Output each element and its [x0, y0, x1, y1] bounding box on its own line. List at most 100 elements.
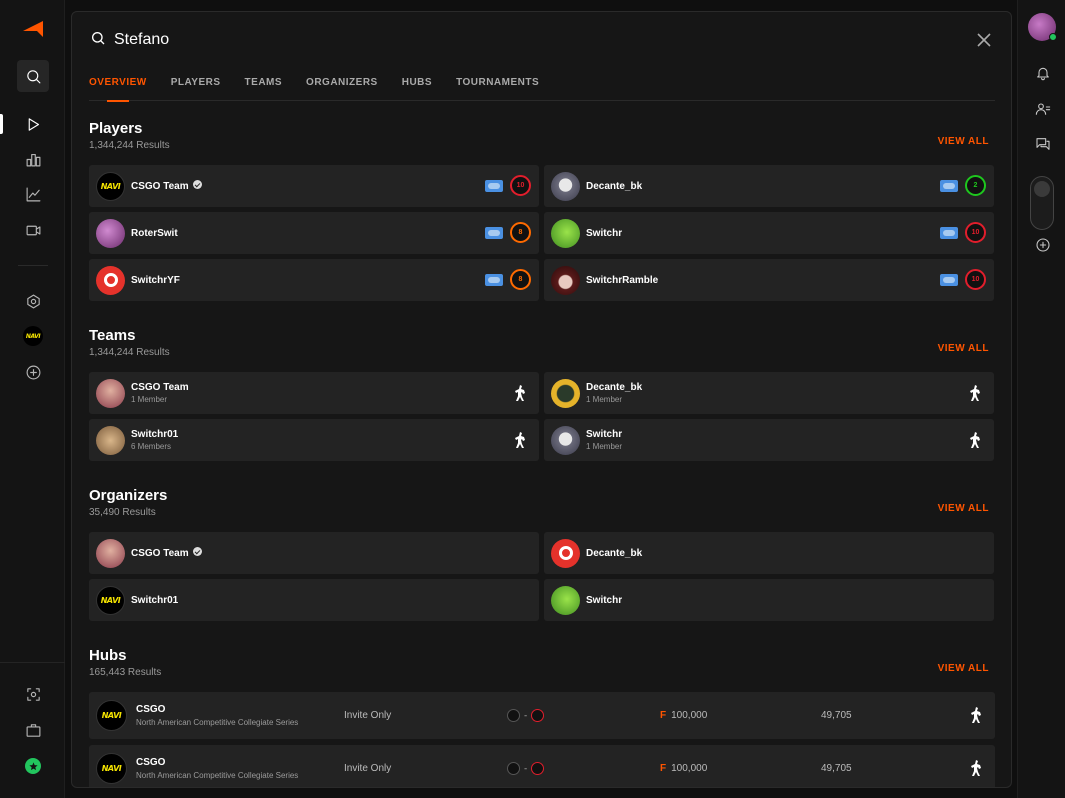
tab-teams[interactable]: TEAMS — [244, 77, 283, 88]
view-all-organizers-link[interactable]: VIEW ALL — [937, 503, 989, 514]
player-card[interactable]: SwitchrYF 8 — [89, 259, 539, 301]
team-navi-icon[interactable]: NAVI — [17, 320, 49, 352]
navi-logo: NAVI — [100, 181, 121, 191]
section-count: 1,344,244 Results — [89, 347, 170, 358]
organizer-card[interactable]: Switchr — [544, 579, 994, 621]
clubs-icon[interactable] — [17, 285, 49, 317]
hub-description: North American Competitive Collegiate Se… — [136, 718, 299, 727]
view-all-teams-link[interactable]: VIEW ALL — [937, 343, 989, 354]
add-circle-icon[interactable] — [17, 356, 49, 388]
skill-level-min-badge — [507, 709, 520, 722]
view-all-hubs-link[interactable]: VIEW ALL — [937, 663, 989, 674]
online-status-dot — [1049, 33, 1057, 41]
bell-icon[interactable] — [1033, 63, 1053, 83]
organizer-card[interactable]: CSGO Team — [89, 532, 539, 574]
ranking-icon[interactable] — [17, 143, 49, 175]
hub-row[interactable]: NAVI CSGO North American Competitive Col… — [89, 745, 995, 787]
avatar — [551, 171, 580, 201]
search-tabs: OVERVIEW PLAYERS TEAMS ORGANIZERS HUBS T… — [89, 68, 995, 102]
hub-join-policy: Invite Only — [344, 763, 392, 774]
navi-logo: NAVI — [100, 595, 121, 605]
briefcase-icon[interactable] — [17, 714, 49, 746]
avatar — [551, 585, 580, 615]
player-card[interactable]: Switchr 10 — [544, 212, 994, 254]
skill-level-max-badge — [531, 762, 545, 775]
search-icon[interactable] — [17, 60, 49, 92]
section-count: 1,344,244 Results — [89, 140, 170, 151]
tab-hubs[interactable]: HUBS — [401, 77, 433, 88]
player-card[interactable]: SwitchrRamble 10 — [544, 259, 994, 301]
team-name: CSGO Team — [131, 382, 189, 393]
range-separator: - — [524, 763, 528, 774]
avatar — [551, 265, 580, 295]
avatar — [551, 425, 580, 455]
navi-logo: NAVI — [101, 711, 122, 720]
avatar — [96, 378, 125, 408]
csgo-game-icon — [968, 385, 982, 401]
region-icon — [485, 274, 503, 286]
skill-level-badge: 10 — [965, 269, 986, 290]
party-slots[interactable] — [1030, 176, 1054, 230]
section-count: 165,443 Results — [89, 667, 162, 678]
tab-organizers[interactable]: ORGANIZERS — [306, 77, 378, 88]
team-member-count: 1 Member — [131, 395, 168, 404]
hub-prize: F 100,000 — [660, 710, 708, 721]
team-card[interactable]: CSGO Team 1 Member — [89, 372, 539, 414]
organizer-name: Switchr01 — [131, 594, 179, 606]
hub-name: CSGO — [136, 704, 166, 715]
avatar: NAVI — [96, 585, 125, 615]
organizer-card[interactable]: NAVI Switchr01 — [89, 579, 539, 621]
avatar — [96, 425, 125, 455]
organizer-card[interactable]: Decante_bk — [544, 532, 994, 574]
avatar — [96, 538, 125, 568]
organizer-name: Switchr — [586, 594, 623, 606]
user-avatar[interactable] — [1028, 13, 1057, 41]
navi-logo: NAVI — [101, 764, 122, 773]
section-title: Players — [89, 120, 143, 137]
active-indicator — [0, 114, 3, 134]
csgo-game-icon — [969, 760, 983, 776]
faceit-points-icon: F — [660, 763, 667, 774]
hub-member-count: 49,705 — [821, 710, 852, 721]
csgo-game-icon — [513, 432, 527, 448]
player-card[interactable]: RoterSwit 8 — [89, 212, 539, 254]
tab-players[interactable]: PLAYERS — [170, 77, 221, 88]
friends-icon[interactable] — [1033, 99, 1053, 119]
hub-row[interactable]: NAVI CSGO North American Competitive Col… — [89, 692, 995, 739]
hub-member-count: 49,705 — [821, 763, 852, 774]
section-title: Hubs — [89, 647, 127, 664]
hub-avatar: NAVI — [96, 700, 127, 731]
team-card[interactable]: Switchr 1 Member — [544, 419, 994, 461]
tab-overview[interactable]: OVERVIEW — [89, 68, 147, 102]
avatar — [551, 218, 580, 248]
search-bar[interactable]: Stefano — [72, 12, 1011, 68]
status-star-icon[interactable] — [17, 750, 49, 782]
add-party-icon[interactable] — [1033, 235, 1053, 255]
view-all-players-link[interactable]: VIEW ALL — [937, 136, 989, 147]
player-name: SwitchrRamble — [586, 274, 659, 286]
stats-icon[interactable] — [17, 178, 49, 210]
play-icon[interactable] — [17, 108, 49, 140]
chat-icon[interactable] — [1033, 134, 1053, 154]
tab-tournaments[interactable]: TOURNAMENTS — [456, 77, 540, 88]
region-icon — [940, 227, 958, 239]
player-name: Switchr — [586, 227, 623, 239]
avatar — [96, 218, 125, 248]
player-name: Decante_bk — [586, 180, 643, 192]
faceit-logo[interactable] — [22, 20, 44, 38]
close-icon[interactable] — [977, 32, 991, 47]
search-input[interactable]: Stefano — [114, 31, 170, 48]
player-name: SwitchrYF — [131, 274, 180, 286]
team-card[interactable]: Decante_bk 1 Member — [544, 372, 994, 414]
player-card[interactable]: NAVI CSGO Team 10 — [89, 165, 539, 207]
team-card[interactable]: Switchr01 6 Members — [89, 419, 539, 461]
player-card[interactable]: Decante_bk 2 — [544, 165, 994, 207]
section-count: 35,490 Results — [89, 507, 156, 518]
region-icon — [485, 227, 503, 239]
player-name: CSGO Team — [131, 180, 202, 192]
anticheat-icon[interactable] — [17, 678, 49, 710]
skill-level-badge: 8 — [510, 222, 531, 243]
video-icon[interactable] — [17, 214, 49, 246]
faceit-points-icon: F — [660, 710, 667, 721]
region-icon — [940, 180, 958, 192]
